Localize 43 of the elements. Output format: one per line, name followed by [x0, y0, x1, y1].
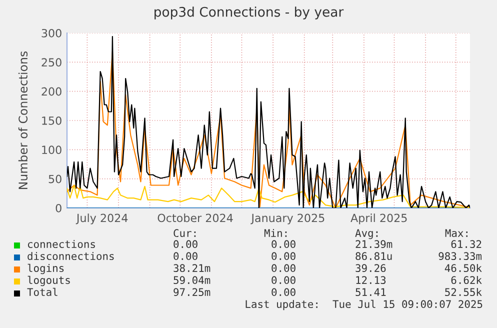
x-tick-label: July 2024: [76, 214, 128, 224]
text: Max:: [445, 229, 468, 238]
y-tick-label: 100: [42, 146, 62, 154]
text: 0.00: [272, 240, 296, 248]
text: 12.13: [356, 276, 386, 284]
text: 51.41: [356, 288, 386, 296]
text: 0.00: [272, 276, 296, 284]
text: 39.26: [356, 264, 386, 272]
text: 0.00: [174, 252, 198, 260]
y-tick-label: 250: [42, 58, 62, 67]
text: 97.25m: [174, 288, 210, 296]
text: 38.21m: [174, 264, 210, 272]
text: 59.04m: [174, 276, 210, 284]
legend-label: disconnections: [28, 252, 114, 260]
text: 52.55k: [445, 288, 482, 296]
y-tick-label: 200: [42, 87, 62, 96]
text: Last update: Tue Jul 15 09:00:07 2025: [246, 300, 482, 310]
text: Avg:: [355, 229, 378, 240]
legend-label: logins: [28, 264, 64, 274]
legend-label: logouts: [28, 276, 70, 286]
text: 86.81u: [356, 252, 392, 260]
x-tick-label: April 2025: [350, 214, 407, 224]
text: Cur:: [174, 229, 196, 238]
text: 0.00: [272, 264, 296, 272]
text: Min:: [264, 228, 287, 237]
text: 0.00: [272, 288, 296, 296]
y-tick-label: 0: [56, 204, 62, 212]
text: 0.00: [272, 252, 296, 260]
x-tick-label: October 2024: [158, 214, 233, 222]
text: 21.39m: [356, 240, 392, 248]
y-axis-title: Number of Connections: [18, 51, 28, 189]
legend-label: connections: [28, 240, 95, 248]
y-tick-label: 50: [48, 174, 62, 184]
text: 0.00: [174, 240, 198, 248]
text: 983.33m: [438, 252, 482, 260]
x-tick-label: January 2025: [250, 214, 324, 224]
y-tick-label: 150: [42, 116, 62, 125]
y-tick-label: 300: [42, 28, 62, 38]
chart-title: pop3d Connections - by year: [154, 6, 344, 20]
text: 46.50k: [444, 264, 482, 272]
legend-label: Total: [27, 288, 58, 296]
text: 6.62k: [451, 276, 482, 284]
text: 61.32: [451, 240, 482, 248]
